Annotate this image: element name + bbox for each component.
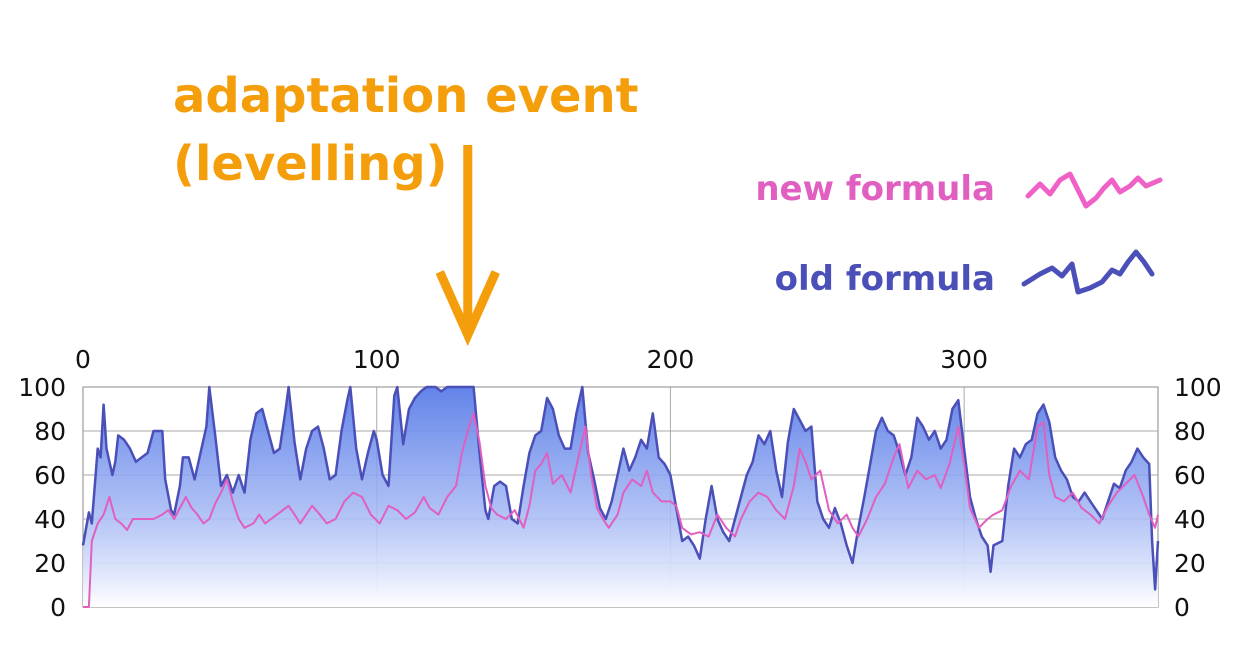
legend-label-new-formula: new formula [755, 169, 995, 209]
legend-label-old-formula: old formula [775, 259, 995, 299]
x-axis-ticks: 0 100 200 300 [75, 345, 988, 374]
series-area-old-formula [83, 387, 1158, 607]
y-axis-left-ticks: 0 20 40 60 80 100 [18, 373, 66, 622]
y-tick-label-right-0: 0 [1174, 593, 1190, 622]
x-tick-label-300: 300 [940, 345, 988, 374]
annotation-title-line1: adaptation event [173, 68, 639, 124]
y-tick-label-left-80: 80 [34, 417, 66, 446]
legend: new formula old formula [755, 169, 1163, 299]
y-tick-label-right-80: 80 [1174, 417, 1206, 446]
y-tick-label-left-100: 100 [18, 373, 66, 402]
y-tick-label-right-40: 40 [1174, 505, 1206, 534]
y-tick-label-right-60: 60 [1174, 461, 1206, 490]
y-tick-label-left-60: 60 [34, 461, 66, 490]
arrow-head [435, 270, 500, 347]
legend-swatch-new-formula [1025, 171, 1163, 209]
area-layer [83, 387, 1158, 607]
y-tick-label-left-0: 0 [50, 593, 66, 622]
x-tick-label-100: 100 [353, 345, 401, 374]
y-tick-label-left-40: 40 [34, 505, 66, 534]
annotation-title-line2: (levelling) [173, 136, 448, 192]
annotation-arrow-icon [435, 145, 500, 347]
x-tick-label-200: 200 [647, 345, 695, 374]
y-tick-label-right-20: 20 [1174, 549, 1206, 578]
series-line-old-formula [81, 385, 1160, 591]
y-tick-label-right-100: 100 [1174, 373, 1222, 402]
line-layer [81, 385, 1160, 608]
legend-swatch-old-formula [1021, 249, 1155, 295]
y-tick-label-left-20: 20 [34, 549, 66, 578]
x-tick-label-0: 0 [75, 345, 91, 374]
series-line-new-formula [83, 412, 1159, 608]
y-axis-right-ticks: 0 20 40 60 80 100 [1174, 373, 1222, 622]
